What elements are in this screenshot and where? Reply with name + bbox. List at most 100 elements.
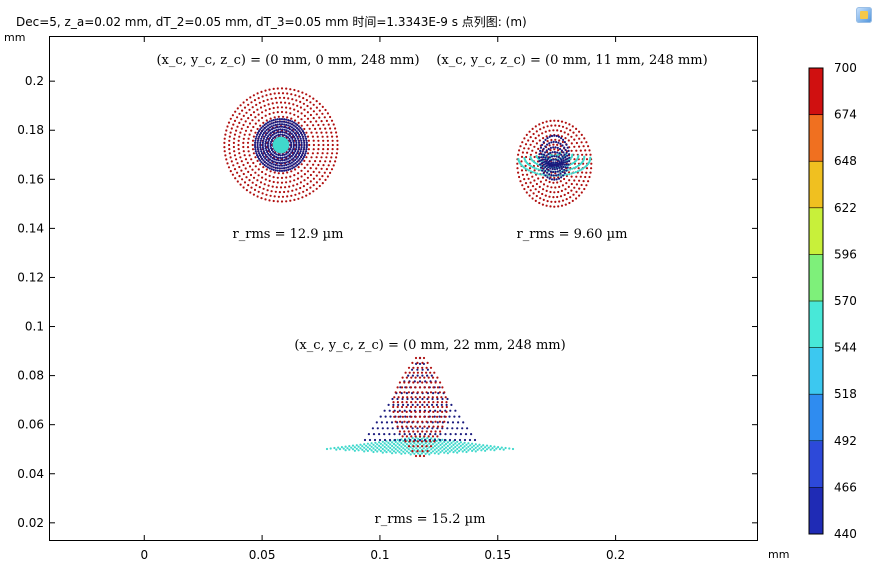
- spot3-point-cyan: [482, 444, 485, 447]
- spot3-point-cyan: [428, 446, 431, 449]
- spot1-point-red: [329, 171, 332, 174]
- spot1-point-red: [302, 102, 305, 105]
- spot3-point-red: [407, 366, 411, 369]
- comsol-app-icon[interactable]: [856, 7, 872, 23]
- spot3-point-red: [393, 415, 396, 418]
- spot3-point-cyan: [415, 443, 418, 446]
- spot1-point-red: [301, 91, 304, 94]
- spot2-point-red: [521, 141, 524, 144]
- spot3-point-cyan: [348, 445, 351, 448]
- spot3-point-red: [401, 405, 404, 409]
- spot1-point-red: [291, 189, 294, 192]
- spot3-point-cyan: [444, 446, 448, 449]
- spot1-point-blue: [295, 141, 298, 144]
- colorbar-band: [809, 301, 823, 349]
- spot2-point-blue: [544, 145, 547, 148]
- spot2-point-cyan: [578, 169, 581, 172]
- spot1-point-red: [308, 143, 311, 147]
- spot1-point-red: [296, 183, 299, 186]
- y-tick-label: 0.08: [17, 369, 44, 383]
- spot3-point-cyan: [469, 447, 472, 450]
- spot3-point-cyan: [413, 452, 416, 455]
- spot1-point-blue: [273, 135, 276, 138]
- spot1-point-blue: [290, 123, 294, 126]
- spot3-point-cyan: [461, 443, 464, 446]
- spot3-point-blue: [376, 427, 379, 430]
- spot3-point-cyan: [372, 447, 375, 450]
- spot3-point-red: [427, 425, 431, 428]
- spot1-point-red: [297, 90, 300, 93]
- spot3-point-cyan: [400, 449, 403, 452]
- spot3-point-cyan: [368, 444, 371, 447]
- spot1-point-blue: [259, 139, 262, 142]
- spot1-point-red: [259, 106, 263, 109]
- spot1-point-blue: [273, 155, 276, 158]
- spot3-point-red: [407, 430, 410, 433]
- spot1-point-blue: [268, 150, 272, 153]
- spot1-point-red: [262, 121, 265, 124]
- spot2-point-red: [529, 189, 532, 192]
- spot1-point-red: [271, 102, 274, 105]
- spot3-point-cyan: [467, 449, 470, 452]
- spot1-point-red: [296, 177, 300, 180]
- spot3-point-cyan: [413, 449, 416, 452]
- spot1-point-blue: [270, 125, 273, 128]
- spot2-point-red: [529, 153, 533, 156]
- spot3-point-blue: [438, 438, 442, 442]
- spot2-point-cyan: [540, 173, 543, 176]
- spot2-point-blue: [543, 158, 547, 161]
- spot1-point-red: [254, 131, 257, 134]
- spot1-point-blue: [288, 128, 292, 131]
- spot3-point-cyan: [424, 442, 427, 445]
- spot3-point-red: [433, 371, 436, 374]
- spot1-point-blue: [275, 156, 278, 159]
- spot1-point-red: [315, 156, 318, 159]
- spot3-point-red: [396, 401, 399, 404]
- spot3-point-cyan: [476, 445, 479, 448]
- spot1-point-red: [322, 123, 325, 126]
- spot2-point-red: [550, 186, 553, 189]
- colorbar-band: [809, 347, 823, 395]
- spot1-point-blue: [268, 161, 272, 164]
- spot1-point-red: [235, 129, 238, 132]
- spot2-point-blue: [564, 158, 567, 161]
- spot1-point-red: [236, 171, 239, 174]
- spot1-point-red: [265, 94, 268, 97]
- spot2-point-red: [560, 189, 564, 192]
- spot1-point-red: [254, 171, 257, 174]
- spot2-point-red: [527, 177, 530, 180]
- spot1-point-blue: [294, 137, 297, 140]
- spot3-point-red: [423, 435, 426, 438]
- spot2-point-red: [545, 120, 548, 123]
- spot1-point-blue: [289, 165, 292, 168]
- spot1-point-blue: [300, 154, 304, 157]
- y-tick-label: 0.2: [25, 74, 44, 88]
- spot1-point-red: [276, 106, 279, 109]
- spot2-point-red: [545, 189, 548, 192]
- spot1-point-red: [238, 175, 241, 178]
- spot3-point-cyan: [463, 448, 466, 452]
- spot2-point-red: [549, 119, 552, 122]
- spot1-point-blue: [293, 155, 296, 158]
- spot1-point-blue: [287, 127, 290, 130]
- spot1-point-blue: [253, 143, 257, 147]
- spot1-point-blue: [289, 122, 292, 125]
- spot3-point-cyan: [504, 446, 507, 450]
- spot3-point-cyan: [456, 451, 459, 454]
- spot3-point-cyan: [385, 443, 388, 446]
- spot1-point-red: [325, 168, 328, 171]
- spot3-point-red: [405, 435, 408, 438]
- spot2-point-blue: [542, 172, 545, 175]
- spot1-point-red: [293, 88, 296, 92]
- spot1-point-blue: [258, 133, 261, 136]
- spot2-point-blue: [547, 166, 550, 169]
- spot3-point-cyan: [407, 448, 410, 451]
- spot1-point-blue: [288, 134, 291, 137]
- spot3-point-cyan: [379, 446, 382, 449]
- colorbar-band: [809, 68, 823, 116]
- spot3-point-cyan: [448, 450, 451, 453]
- spot1-point-red: [309, 186, 312, 189]
- spot3-point-red: [432, 425, 435, 428]
- spot1-point-red: [266, 189, 269, 192]
- y-axis-unit: mm: [4, 31, 26, 44]
